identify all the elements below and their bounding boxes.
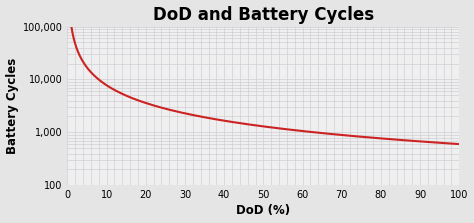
Title: DoD and Battery Cycles: DoD and Battery Cycles: [153, 6, 374, 24]
Y-axis label: Battery Cycles: Battery Cycles: [6, 58, 18, 154]
X-axis label: DoD (%): DoD (%): [237, 204, 291, 217]
